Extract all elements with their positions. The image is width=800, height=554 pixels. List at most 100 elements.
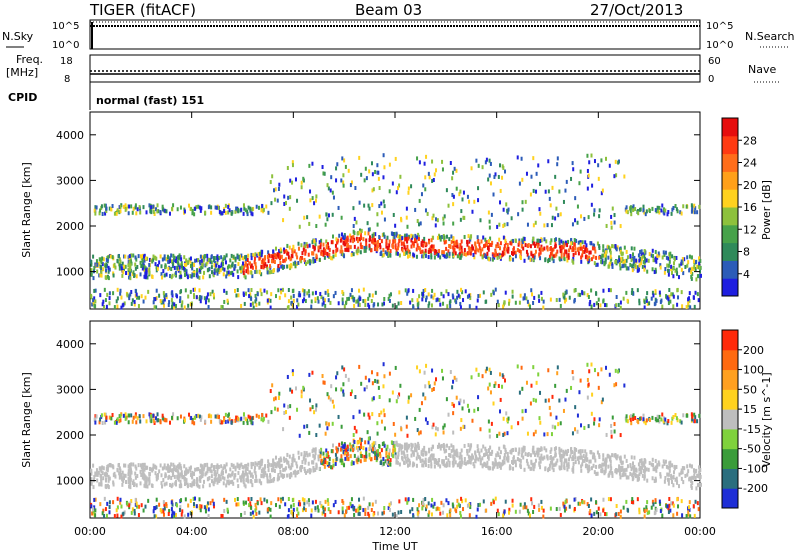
velocity-cell — [315, 403, 318, 408]
velocity-cell — [408, 462, 411, 467]
colorbar-cell — [722, 135, 738, 155]
power-cell — [179, 263, 182, 268]
velocity-cell — [263, 497, 266, 502]
velocity-cell — [479, 502, 482, 507]
velocity-cell — [445, 455, 448, 460]
velocity-cell — [310, 513, 313, 518]
power-cell — [687, 303, 690, 308]
power-cell — [210, 265, 213, 270]
power-cell — [671, 292, 674, 297]
velocity-cell — [442, 430, 445, 435]
power-cell — [135, 211, 138, 216]
power-cell — [586, 255, 589, 260]
velocity-cell — [265, 413, 268, 418]
power-cell — [644, 259, 647, 264]
velocity-cell — [170, 507, 173, 512]
power-cell — [613, 213, 616, 218]
velocity-cell — [417, 454, 420, 459]
velocity-cell — [325, 421, 328, 426]
power-cell — [139, 210, 142, 215]
power-cell — [179, 270, 182, 275]
velocity-cell — [216, 466, 219, 471]
power-cell — [395, 190, 398, 195]
velocity-cell — [609, 497, 612, 502]
power-cell — [445, 254, 448, 259]
power-cell — [371, 293, 374, 298]
power-cell — [650, 253, 653, 258]
velocity-cell — [388, 502, 391, 507]
power-cell — [242, 256, 245, 261]
velocity-cell — [324, 499, 327, 504]
power-cell — [179, 296, 182, 301]
velocity-cell — [327, 422, 330, 427]
power-cell — [344, 301, 347, 306]
power-cell — [364, 298, 367, 303]
velocity-cell — [502, 416, 505, 421]
velocity-cell — [440, 500, 443, 505]
power-cell — [142, 205, 145, 210]
power-cell — [326, 217, 329, 222]
velocity-cell — [240, 462, 243, 467]
power-cell — [435, 251, 438, 256]
power-cell — [547, 257, 550, 262]
velocity-cell — [234, 418, 237, 423]
velocity-cell — [469, 460, 472, 465]
power-cell — [638, 258, 641, 263]
power-cell — [645, 258, 648, 263]
velocity-cell — [490, 452, 493, 457]
power-cell — [122, 302, 125, 307]
velocity-cell — [568, 457, 571, 462]
velocity-cell — [459, 514, 462, 519]
velocity-cell — [488, 367, 491, 372]
power-cell — [537, 238, 540, 243]
velocity-cell — [285, 410, 288, 415]
power-cell — [226, 270, 229, 275]
power-cell — [621, 256, 624, 261]
velocity-cell — [481, 374, 484, 379]
power-cell — [104, 264, 107, 269]
power-cell — [590, 257, 593, 262]
power-cell — [506, 249, 509, 254]
power-cell — [273, 188, 276, 193]
velocity-cell — [153, 420, 156, 425]
velocity-cell — [432, 444, 435, 449]
power-cell — [210, 205, 213, 210]
power-cell — [315, 194, 318, 199]
power-cell — [638, 263, 641, 268]
velocity-cell — [667, 472, 670, 477]
power-cell — [558, 189, 561, 194]
velocity-cell — [637, 474, 640, 479]
power-cell — [619, 224, 622, 229]
velocity-cell — [388, 507, 391, 512]
velocity-cell — [642, 468, 645, 473]
power-cell — [395, 248, 398, 253]
velocity-cell — [269, 389, 272, 394]
velocity-plot-area — [89, 320, 701, 519]
velocity-cell — [452, 430, 455, 435]
power-cell — [196, 274, 199, 279]
power-cell — [294, 264, 297, 269]
velocity-cell — [250, 497, 253, 502]
power-cell — [100, 260, 103, 265]
velocity-cell — [291, 498, 294, 503]
power-cell — [604, 250, 607, 255]
velocity-cell — [543, 432, 546, 437]
power-cell — [682, 204, 685, 209]
power-cell — [217, 206, 220, 211]
velocity-cell — [449, 370, 452, 375]
velocity-cell — [258, 510, 261, 515]
power-cell — [459, 301, 462, 306]
velocity-cell — [173, 474, 176, 479]
power-cell — [565, 297, 568, 302]
power-cell — [224, 203, 227, 208]
power-cell — [116, 208, 119, 213]
velocity-cell — [280, 463, 283, 468]
velocity-cell — [424, 417, 427, 422]
power-cell — [352, 224, 355, 229]
velocity-cell — [128, 503, 131, 508]
velocity-cell — [466, 448, 469, 453]
power-cell — [532, 156, 535, 161]
velocity-cell — [435, 458, 438, 463]
velocity-cell — [408, 460, 411, 465]
power-cell — [676, 302, 679, 307]
